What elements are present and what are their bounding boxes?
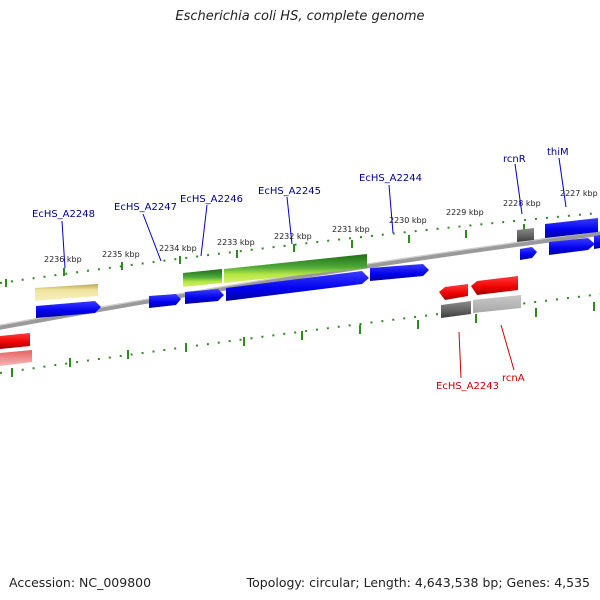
tick-label: 2236 kbp	[44, 255, 82, 264]
forward-label-lines	[61, 157, 567, 269]
gene-label-echs-a2243[interactable]: EcHS_A2243	[436, 381, 499, 392]
gene-feature-echs-a2246[interactable]	[185, 289, 224, 304]
map-title: Escherichia coli HS, complete genome	[175, 9, 425, 24]
tick-label: 2230 kbp	[389, 216, 427, 225]
gene-feature-echs-a2248[interactable]	[36, 301, 101, 318]
gene-feature-edge[interactable]	[594, 235, 600, 249]
gene-feature-echs-a2247[interactable]	[149, 294, 181, 308]
gene-feature-echs-a2243[interactable]	[439, 284, 468, 300]
reverse-label-lines	[458, 324, 515, 379]
genome-summary-text: Topology: circular; Length: 4,643,538 bp…	[246, 575, 590, 590]
other-feature-left-edge[interactable]	[0, 350, 32, 366]
tick-label: 2231 kbp	[332, 225, 370, 234]
gene-feature-echs-a2244[interactable]	[370, 264, 429, 281]
lower-ruler	[0, 293, 600, 374]
tick-label: 2227 kbp	[560, 189, 598, 198]
gene-label-rcnr[interactable]: rcnR	[503, 154, 526, 165]
tick-label: 2232 kbp	[274, 232, 312, 241]
tick-label: 2235 kbp	[102, 250, 140, 259]
gene-label-echs-a2244[interactable]: EcHS_A2244	[359, 173, 422, 184]
gene-feature-echs-a2245[interactable]	[226, 271, 369, 301]
gene-label-rcna[interactable]: rcnA	[502, 373, 525, 384]
other-feature-echs-a2243[interactable]	[441, 301, 471, 318]
gene-label-echs-a2245[interactable]: EcHS_A2245	[258, 186, 321, 197]
other-feature-rcna[interactable]	[473, 295, 521, 313]
other-feature-near-rcnr[interactable]	[517, 228, 534, 242]
accession-text: Accession: NC_009800	[9, 575, 152, 590]
gene-feature-rcnr[interactable]	[520, 247, 537, 260]
gene-label-echs-a2248[interactable]: EcHS_A2248	[32, 209, 95, 220]
rna-feature-2[interactable]	[224, 254, 367, 283]
tick-label: 2228 kbp	[503, 199, 541, 208]
tick-label: 2234 kbp	[159, 244, 197, 253]
pseudogene-feature[interactable]	[35, 284, 98, 301]
tick-label: 2229 kbp	[446, 208, 484, 217]
gene-feature-thid[interactable]	[549, 238, 595, 255]
gene-feature-left-edge[interactable]	[0, 333, 30, 349]
lower-major-ticks	[11, 302, 595, 377]
rna-feature-1[interactable]	[183, 269, 222, 287]
gene-feature-thim[interactable]	[545, 218, 598, 238]
tick-label: 2233 kbp	[217, 238, 255, 247]
gene-label-thim[interactable]: thiM	[547, 147, 569, 158]
gene-label-echs-a2246[interactable]: EcHS_A2246	[180, 194, 243, 205]
gene-label-echs-a2247[interactable]: EcHS_A2247	[114, 202, 177, 213]
gene-feature-rcna[interactable]	[471, 276, 518, 295]
